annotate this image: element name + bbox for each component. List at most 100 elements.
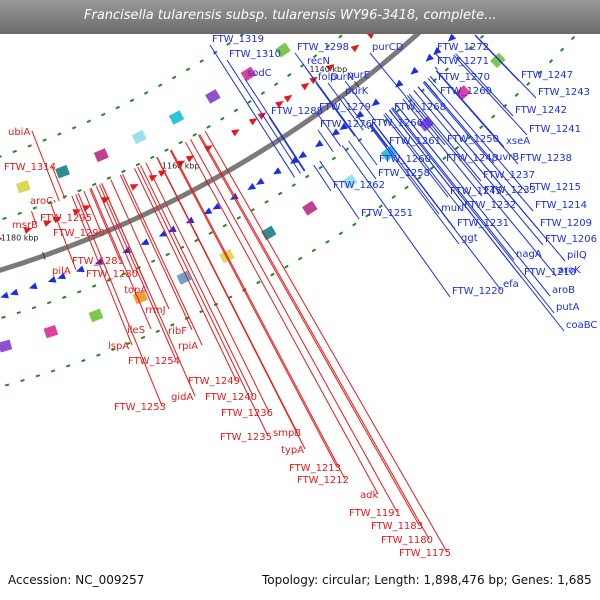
leader-line bbox=[226, 59, 302, 174]
leader-line bbox=[453, 54, 528, 136]
leader-line bbox=[101, 183, 196, 397]
leader-line bbox=[134, 168, 237, 381]
gene-label-reverse: FTW_1250 bbox=[447, 134, 499, 145]
leader-line bbox=[402, 98, 483, 197]
leader-line bbox=[370, 123, 440, 215]
feature-block bbox=[43, 324, 59, 339]
feature-block bbox=[88, 308, 104, 323]
gene-label-forward: ubiA bbox=[8, 127, 30, 138]
leader-line bbox=[90, 187, 152, 330]
leader-line bbox=[392, 107, 515, 261]
leader-line bbox=[344, 80, 376, 122]
gene-label-forward: adk bbox=[360, 490, 378, 501]
gene-label-reverse: purN bbox=[330, 72, 354, 83]
leader-line bbox=[71, 195, 133, 346]
leader-line bbox=[170, 149, 346, 480]
gene-label-reverse: FTW_1247 bbox=[521, 70, 573, 81]
map-title: Francisella tularensis subsp. tularensis… bbox=[84, 8, 497, 23]
leader-line bbox=[95, 185, 135, 274]
reverse-gene-arrow bbox=[28, 282, 38, 290]
forward-gene-arrow bbox=[275, 100, 284, 109]
feature-block bbox=[205, 89, 221, 104]
gene-label-reverse: FTW_1241 bbox=[529, 124, 581, 135]
leader-line bbox=[319, 160, 360, 220]
leader-line bbox=[304, 66, 356, 137]
leader-line bbox=[198, 134, 420, 526]
gene-label-forward: FTW_1180 bbox=[381, 535, 433, 546]
leader-line bbox=[369, 125, 460, 245]
gene-label-reverse: FTW_1260 bbox=[379, 154, 431, 165]
reverse-gene-arrow bbox=[410, 66, 419, 75]
gene-label-reverse: FTW_1237 bbox=[483, 170, 535, 181]
reverse-gene-arrow bbox=[371, 98, 381, 107]
leader-line bbox=[384, 112, 463, 212]
leader-line bbox=[185, 141, 379, 495]
gene-label-reverse: FTW_1248 bbox=[446, 153, 498, 164]
reverse-gene-arrow bbox=[339, 122, 349, 131]
forward-gene-arrow bbox=[300, 82, 310, 91]
feature-block bbox=[0, 339, 13, 353]
gene-label-forward: FTW_1240 bbox=[205, 392, 257, 403]
leader-line bbox=[434, 66, 438, 71]
leader-line bbox=[140, 165, 254, 397]
feature-block bbox=[93, 148, 109, 163]
leader-line bbox=[427, 77, 528, 194]
leader-line bbox=[434, 52, 445, 64]
reverse-gene-arrow bbox=[158, 229, 168, 237]
feature-block bbox=[55, 164, 70, 179]
leader-line bbox=[355, 135, 378, 166]
gene-label-forward: FTW_1295 bbox=[40, 213, 92, 224]
leader-line bbox=[244, 78, 306, 172]
gene-label-reverse: ggt bbox=[461, 233, 478, 244]
gene-label-reverse: FTW_1215 bbox=[529, 182, 581, 193]
scale-tick bbox=[354, 81, 360, 89]
gene-label-reverse: FTW_1220 bbox=[452, 286, 504, 297]
gene-label-reverse: aroK bbox=[558, 265, 581, 276]
gene-label-reverse: xseA bbox=[506, 136, 530, 147]
gene-label-forward: FTW_1254 bbox=[128, 356, 180, 367]
leader-line bbox=[383, 114, 449, 198]
leader-line bbox=[313, 164, 332, 192]
feature-block bbox=[132, 290, 148, 305]
gene-label-reverse: FTW_1214 bbox=[535, 200, 587, 211]
reverse-gene-arrow bbox=[57, 272, 66, 280]
gene-label-forward: smpB bbox=[273, 428, 301, 439]
forward-gene-arrow bbox=[248, 118, 258, 126]
forward-gene-arrow bbox=[231, 129, 240, 137]
reverse-gene-arrow bbox=[425, 53, 434, 62]
leader-line bbox=[53, 199, 56, 203]
leader-line bbox=[145, 162, 270, 413]
forward-gene-arrow bbox=[326, 64, 335, 72]
gene-label-forward: rrmJ bbox=[145, 305, 166, 316]
gene-label-reverse: FTW_1232 bbox=[464, 200, 516, 211]
leader-line bbox=[31, 130, 60, 202]
leader-line bbox=[31, 211, 37, 225]
gene-label-reverse: FTW_1210 bbox=[524, 267, 576, 278]
gene-label-forward: aroC bbox=[30, 196, 53, 207]
gene-label-reverse: purK bbox=[345, 86, 369, 97]
leader-line bbox=[342, 96, 367, 129]
feature-block bbox=[240, 66, 257, 82]
gene-label-reverse: FTW_1269 bbox=[440, 86, 492, 97]
gene-label-forward: FTW_1191 bbox=[349, 508, 401, 519]
leader-line bbox=[436, 70, 505, 148]
forward-gene-arrow bbox=[129, 184, 139, 191]
leader-line bbox=[317, 129, 334, 153]
gene-label-forward: FTW_1280 bbox=[86, 269, 138, 280]
gene-label-reverse: FTW_1238 bbox=[520, 153, 572, 164]
leader-line bbox=[405, 96, 446, 146]
feature-block bbox=[15, 180, 31, 194]
leader-line bbox=[50, 203, 77, 271]
gene-label-forward: FTW_1212 bbox=[297, 475, 349, 486]
gene-label-reverse: FTW_1206 bbox=[545, 234, 597, 245]
reverse-gene-arrow bbox=[314, 139, 324, 148]
leader-line bbox=[169, 150, 338, 468]
forward-gene-arrow bbox=[43, 220, 52, 227]
forward-gene-arrow bbox=[350, 44, 360, 53]
reverse-gene-arrow bbox=[395, 79, 404, 88]
leader-line bbox=[372, 122, 502, 291]
gene-label-reverse: folD bbox=[318, 72, 338, 83]
scale-label: 1180 kbp bbox=[1, 234, 39, 243]
gene-label-reverse: pilQ bbox=[567, 250, 587, 261]
gene-label-forward: ribF bbox=[168, 326, 187, 337]
